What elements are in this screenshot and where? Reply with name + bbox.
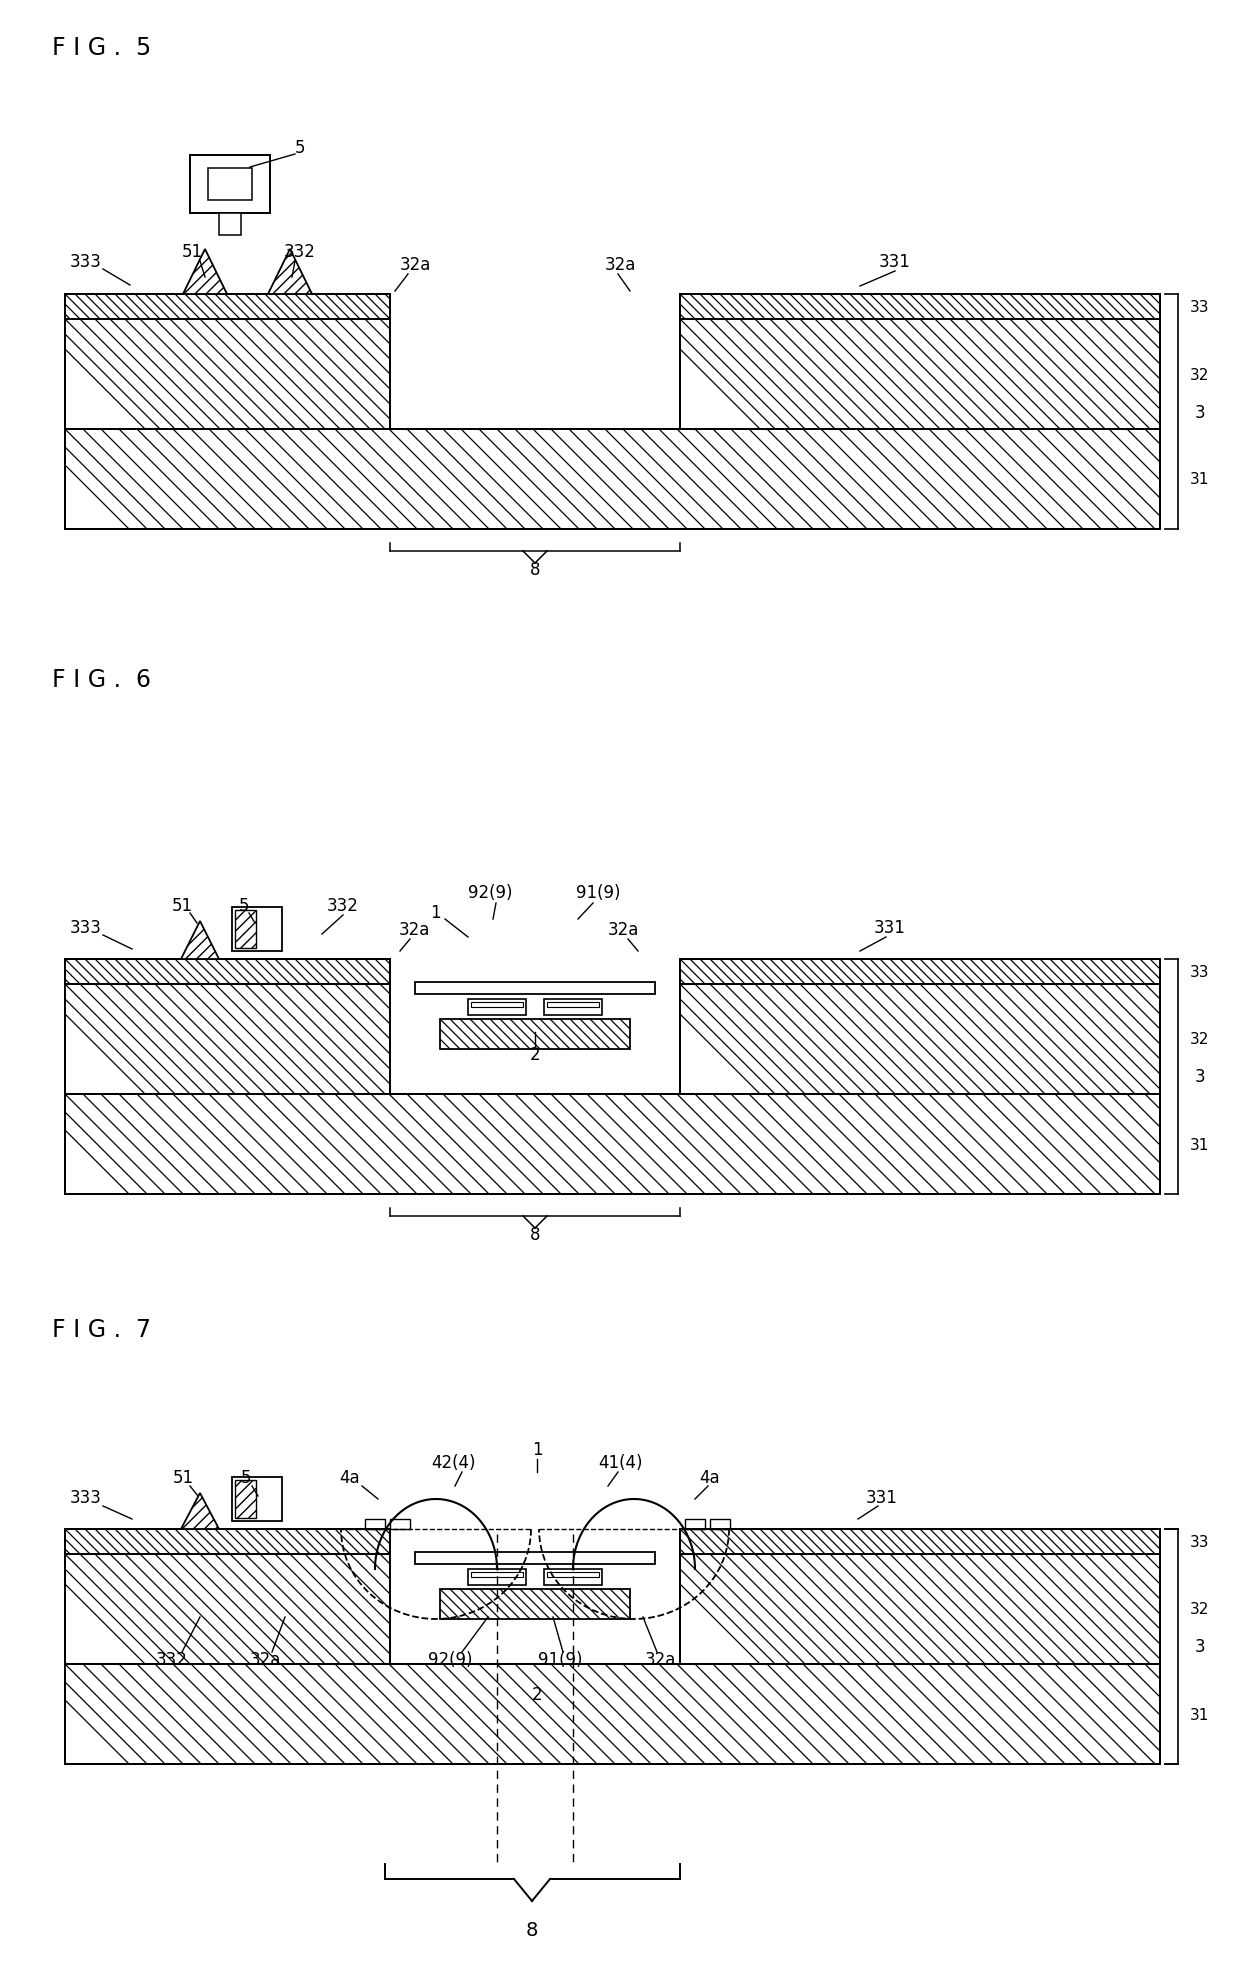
Bar [64, 1554, 391, 1665]
Text: F I G .  5: F I G . 5 [52, 36, 151, 59]
Text: 331: 331 [874, 918, 906, 937]
Text: 51: 51 [171, 896, 192, 914]
Bar [64, 1530, 391, 1554]
Polygon shape [268, 250, 312, 295]
Text: 2: 2 [529, 1045, 541, 1064]
Text: 33: 33 [1190, 965, 1209, 979]
Bar [544, 999, 601, 1015]
Text: 32: 32 [1190, 367, 1209, 383]
Bar [64, 959, 391, 985]
Bar [365, 1520, 384, 1530]
Bar [680, 319, 1159, 430]
Bar [236, 910, 255, 949]
Text: 31: 31 [1190, 472, 1209, 488]
Bar [440, 1590, 630, 1619]
Bar [218, 214, 242, 236]
Text: 8: 8 [526, 1919, 538, 1938]
Text: 32: 32 [1190, 1601, 1209, 1617]
Text: 333: 333 [71, 1488, 102, 1506]
Text: 51: 51 [181, 244, 202, 262]
Text: 31: 31 [1190, 1707, 1209, 1722]
Bar [236, 1481, 255, 1518]
Bar [391, 1520, 410, 1530]
Text: 8: 8 [529, 1225, 541, 1243]
Bar [440, 1019, 630, 1050]
Text: 32a: 32a [399, 256, 430, 274]
Bar [680, 1554, 1159, 1665]
Text: 332: 332 [327, 896, 358, 914]
Bar [236, 1481, 255, 1518]
Text: 2: 2 [532, 1685, 542, 1703]
Text: 4a: 4a [699, 1469, 720, 1486]
Text: 33: 33 [1190, 1534, 1209, 1550]
Polygon shape [181, 1492, 219, 1530]
Text: 3: 3 [1195, 1068, 1205, 1086]
Bar [467, 1570, 526, 1586]
Polygon shape [181, 922, 219, 959]
Text: 31: 31 [1190, 1138, 1209, 1152]
Text: 332: 332 [284, 244, 316, 262]
Text: 41(4): 41(4) [598, 1453, 642, 1471]
Bar [680, 295, 1159, 319]
Text: 5: 5 [239, 896, 249, 914]
Text: 333: 333 [71, 918, 102, 937]
Text: 3: 3 [1195, 1637, 1205, 1655]
Text: F I G .  6: F I G . 6 [52, 668, 151, 692]
Text: 42(4): 42(4) [430, 1453, 475, 1471]
Text: 3: 3 [1195, 402, 1205, 422]
Bar [64, 985, 391, 1094]
Text: 1: 1 [532, 1441, 542, 1459]
Text: 32a: 32a [604, 256, 636, 274]
Bar [236, 910, 255, 949]
Text: 92(9): 92(9) [428, 1651, 472, 1669]
Bar [711, 1520, 730, 1530]
Text: 331: 331 [879, 254, 911, 272]
Text: 91(9): 91(9) [538, 1651, 583, 1669]
Bar [232, 908, 281, 951]
Text: 1: 1 [430, 904, 440, 922]
Bar [680, 1530, 1159, 1554]
Text: 33: 33 [1190, 299, 1209, 315]
Bar [232, 1477, 281, 1522]
Bar [544, 1570, 601, 1586]
Bar [467, 999, 526, 1015]
Text: 331: 331 [866, 1488, 898, 1506]
Bar [208, 168, 252, 200]
Bar [415, 1552, 655, 1564]
Text: F I G .  7: F I G . 7 [52, 1318, 151, 1342]
Text: 32a: 32a [645, 1651, 676, 1669]
Bar [547, 1003, 599, 1007]
Text: 4a: 4a [340, 1469, 361, 1486]
Bar [680, 959, 1159, 985]
Text: 51: 51 [172, 1469, 193, 1486]
Bar [190, 157, 270, 214]
Bar [64, 430, 1159, 529]
Text: 32a: 32a [398, 920, 430, 939]
Bar [64, 1665, 1159, 1764]
Bar [415, 983, 655, 995]
Bar [64, 319, 391, 430]
Text: 333: 333 [71, 254, 102, 272]
Text: 32a: 32a [249, 1651, 280, 1669]
Text: 32a: 32a [608, 920, 639, 939]
Text: 32: 32 [1190, 1033, 1209, 1046]
Bar [680, 985, 1159, 1094]
Text: 5: 5 [241, 1469, 252, 1486]
Text: 8: 8 [529, 561, 541, 579]
Bar [64, 295, 391, 319]
Polygon shape [184, 250, 227, 295]
Text: 92(9): 92(9) [467, 884, 512, 902]
Bar [64, 1094, 1159, 1195]
Text: 91(9): 91(9) [575, 884, 620, 902]
Bar [547, 1572, 599, 1578]
Bar [471, 1003, 523, 1007]
Bar [684, 1520, 706, 1530]
Bar [471, 1572, 523, 1578]
Text: 332: 332 [156, 1651, 188, 1669]
Text: 5: 5 [295, 139, 305, 157]
